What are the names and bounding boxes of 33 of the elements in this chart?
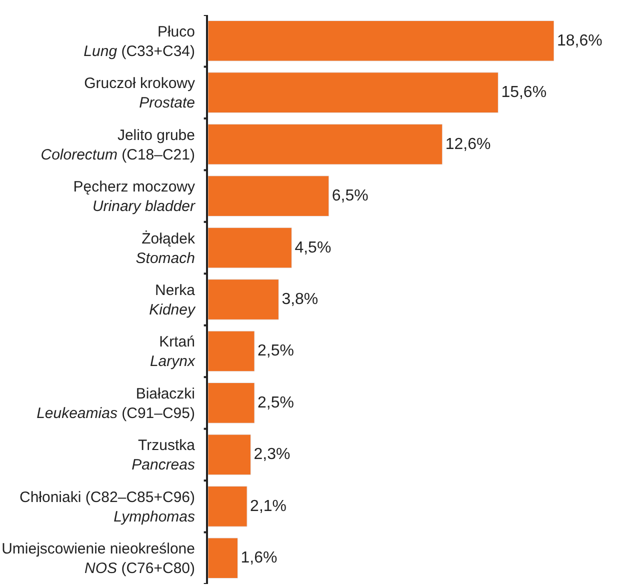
y-tick-label: Umiejscowienie nieokreślone NOS (C76+C80) — [2, 540, 196, 578]
bar — [208, 279, 279, 320]
bar — [208, 176, 330, 216]
bar — [208, 330, 255, 372]
y-tick-label: Nerka Kidney — [149, 282, 196, 318]
bar — [208, 72, 498, 114]
y-tick-label: Gruczoł krokowy Prostate — [84, 75, 196, 112]
data-label: 2,5% — [258, 394, 294, 412]
data-label: 2,3% — [254, 446, 290, 464]
y-tick-label: Jelito grube Colorectum (C18–C21) — [40, 126, 195, 164]
y-tick-label: Krtań Larynx — [150, 334, 196, 370]
data-label: 3,8% — [282, 291, 318, 308]
data-label: 2,5% — [258, 342, 294, 360]
bar — [208, 124, 443, 165]
data-label: 4,5% — [294, 239, 332, 256]
bar — [208, 434, 252, 476]
y-tick-label: Trzustka Pancreas — [132, 437, 196, 474]
bar — [208, 20, 554, 62]
data-label: 12,6% — [445, 136, 491, 153]
y-tick-label: Pęcherz moczowy Urinary bladder — [73, 178, 196, 216]
bar — [208, 382, 255, 424]
y-tick-label: Chłoniaki (C82–C85+C96) Lymphomas — [19, 488, 196, 526]
category-label: Płuco Lung (C33+C34) — [84, 23, 195, 60]
bar — [208, 486, 248, 527]
category-label: Białaczki Leukeamias (C91–C95) — [36, 385, 195, 422]
bar — [208, 538, 238, 579]
bar — [208, 227, 292, 268]
data-label: 6,5% — [332, 188, 368, 205]
data-label: 2,1% — [250, 498, 287, 515]
y-tick-label: Żołądek Stomach — [136, 229, 196, 267]
data-label: 1,6% — [240, 550, 278, 567]
data-label: 15,6% — [501, 84, 547, 102]
data-label: 18,6% — [557, 32, 602, 50]
